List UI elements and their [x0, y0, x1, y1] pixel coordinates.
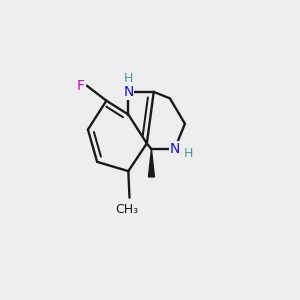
Text: N: N	[169, 142, 180, 156]
Text: N: N	[123, 85, 134, 99]
Text: H: H	[183, 147, 193, 160]
Polygon shape	[148, 149, 154, 177]
Text: H: H	[124, 72, 133, 85]
Text: F: F	[77, 79, 85, 93]
Text: CH₃: CH₃	[116, 203, 139, 216]
